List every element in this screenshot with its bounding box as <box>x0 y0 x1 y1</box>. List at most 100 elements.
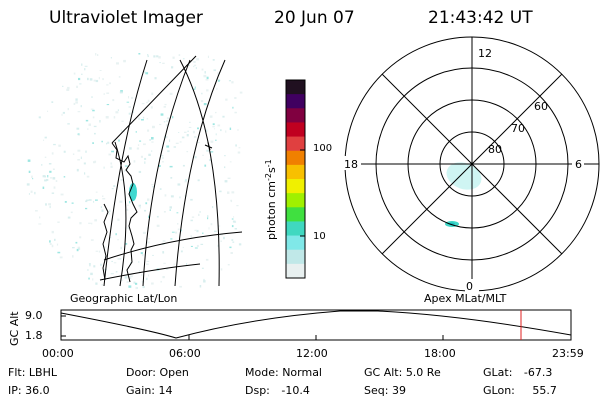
emission-pixel <box>88 199 92 201</box>
emission-pixel <box>51 244 54 248</box>
emission-pixel <box>77 246 81 249</box>
info-ip: IP: 36.0 <box>8 384 50 397</box>
emission-pixel <box>231 191 235 194</box>
x-tick-label: 06:00 <box>169 347 201 360</box>
emission-pixel <box>187 130 189 132</box>
meridian-line <box>246 60 248 78</box>
emission-pixel <box>151 282 154 285</box>
color-bar-scale <box>286 80 305 279</box>
emission-pixel <box>227 191 230 194</box>
emission-pixel <box>139 140 142 142</box>
emission-pixel <box>159 188 162 190</box>
emission-pixel <box>60 193 64 196</box>
emission-pixel <box>141 103 145 105</box>
emission-pixel <box>163 106 166 108</box>
emission-pixel <box>237 129 239 131</box>
latitude-line <box>99 263 201 281</box>
emission-pixel <box>49 243 52 245</box>
emission-pixel <box>67 86 70 90</box>
emission-pixel <box>201 92 203 95</box>
emission-pixel <box>195 67 197 70</box>
emission-pixel <box>113 116 116 119</box>
emission-pixel <box>63 176 66 178</box>
emission-pixel <box>116 62 119 65</box>
emission-pixel <box>231 225 234 228</box>
altitude-plot-ylabel: GC Alt <box>8 311 21 346</box>
geo-aurora-blob <box>129 183 137 201</box>
color-bar-tick-label: 10 <box>313 231 326 242</box>
emission-pixel <box>175 142 179 144</box>
emission-pixel <box>164 103 167 106</box>
emission-pixel <box>124 243 128 245</box>
emission-pixel <box>98 76 100 80</box>
color-bar-tick-label: 100 <box>313 143 332 154</box>
emission-pixel <box>150 106 153 109</box>
emission-pixel <box>190 235 193 238</box>
emission-pixel <box>97 54 99 56</box>
emission-pixel <box>154 77 157 80</box>
emission-pixel <box>144 209 147 212</box>
emission-pixel <box>59 256 63 259</box>
emission-pixel <box>110 165 113 168</box>
emission-pixel <box>89 78 93 81</box>
emission-pixel <box>79 222 82 225</box>
emission-pixel <box>161 155 164 157</box>
color-bar-cell <box>286 136 305 152</box>
emission-pixel <box>110 162 113 165</box>
emission-pixel <box>148 274 150 277</box>
emission-pixel <box>118 76 121 78</box>
x-tick-label: 18:00 <box>424 347 456 360</box>
meridian-line <box>174 59 226 287</box>
emission-pixel <box>176 212 179 214</box>
emission-pixel <box>166 268 169 270</box>
emission-pixel <box>113 185 116 187</box>
emission-pixel <box>238 147 241 149</box>
emission-pixel <box>49 240 51 243</box>
emission-pixel <box>108 153 112 156</box>
color-bar-cell <box>286 179 305 194</box>
emission-pixel <box>111 188 114 190</box>
emission-pixel <box>56 243 59 246</box>
emission-pixel <box>118 139 120 142</box>
label-mask <box>478 46 492 60</box>
emission-pixel <box>190 245 193 247</box>
emission-pixel <box>151 137 154 140</box>
emission-pixel <box>227 177 231 179</box>
emission-pixel <box>207 55 209 58</box>
emission-pixel <box>120 246 122 250</box>
emission-pixel <box>220 240 222 242</box>
emission-pixel <box>44 136 47 139</box>
emission-pixel <box>63 150 66 153</box>
info-glon: GLon: 55.7 <box>483 384 557 397</box>
emission-pixel <box>48 203 51 206</box>
emission-pixel <box>124 165 128 167</box>
emission-pixel <box>90 239 94 241</box>
emission-pixel <box>201 267 204 269</box>
emission-pixel <box>196 142 200 144</box>
emission-pixel <box>110 57 112 59</box>
emission-pixel <box>72 255 74 258</box>
emission-pixel <box>186 151 189 153</box>
emission-pixel <box>43 139 45 141</box>
emission-pixel <box>98 250 101 253</box>
emission-pixel <box>38 116 41 119</box>
emission-pixel <box>152 186 155 188</box>
emission-pixel <box>219 190 222 193</box>
emission-pixel <box>142 286 145 289</box>
emission-pixel <box>166 145 170 148</box>
mlat-label-80: 80 <box>488 143 502 156</box>
emission-pixel <box>230 199 232 203</box>
emission-pixel <box>217 244 219 247</box>
emission-pixel <box>187 64 190 66</box>
emission-pixel <box>203 280 206 283</box>
emission-pixel <box>112 99 115 102</box>
latitude-line <box>179 59 220 287</box>
emission-pixel <box>144 71 146 73</box>
emission-pixel <box>79 83 82 85</box>
emission-pixel <box>203 74 207 78</box>
emission-pixel <box>173 146 176 148</box>
emission-pixel <box>212 123 215 126</box>
emission-pixel <box>123 170 126 172</box>
emission-pixel <box>177 223 179 225</box>
emission-pixel <box>142 231 146 234</box>
